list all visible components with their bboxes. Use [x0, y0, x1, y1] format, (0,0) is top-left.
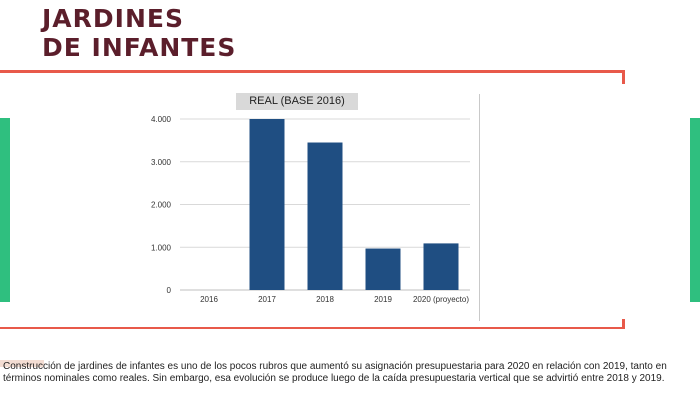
bar	[249, 119, 285, 290]
chart-divider	[479, 94, 480, 321]
series-legend: REAL (BASE 2016)	[236, 93, 358, 110]
page-title-line-1: JARDINES	[42, 4, 184, 33]
caption-accent	[0, 360, 44, 367]
frame-top-tick	[622, 70, 625, 84]
page-title: JARDINES DE INFANTES	[42, 4, 236, 62]
left-accent-bar	[0, 118, 10, 302]
y-tick-label: 4.000	[151, 115, 172, 124]
y-tick-label: 2.000	[151, 201, 172, 210]
x-tick-label: 2018	[316, 295, 334, 304]
right-accent-bar	[690, 118, 700, 302]
y-tick-label: 3.000	[151, 158, 172, 167]
x-tick-label: 2020 (proyecto)	[413, 295, 469, 304]
page-title-line-2: DE INFANTES	[42, 33, 237, 62]
x-tick-label: 2019	[374, 295, 392, 304]
y-tick-label: 0	[167, 286, 172, 295]
frame-bottom-border	[0, 327, 625, 329]
bar	[307, 142, 343, 290]
x-tick-label: 2017	[258, 295, 276, 304]
frame-top-border	[0, 70, 625, 73]
caption-text: Construcción de jardines de infantes es …	[3, 361, 667, 384]
frame-bottom-tick	[622, 319, 625, 329]
bar	[423, 243, 459, 290]
bar	[365, 248, 401, 290]
y-tick-label: 1.000	[151, 243, 172, 252]
x-tick-label: 2016	[200, 295, 218, 304]
